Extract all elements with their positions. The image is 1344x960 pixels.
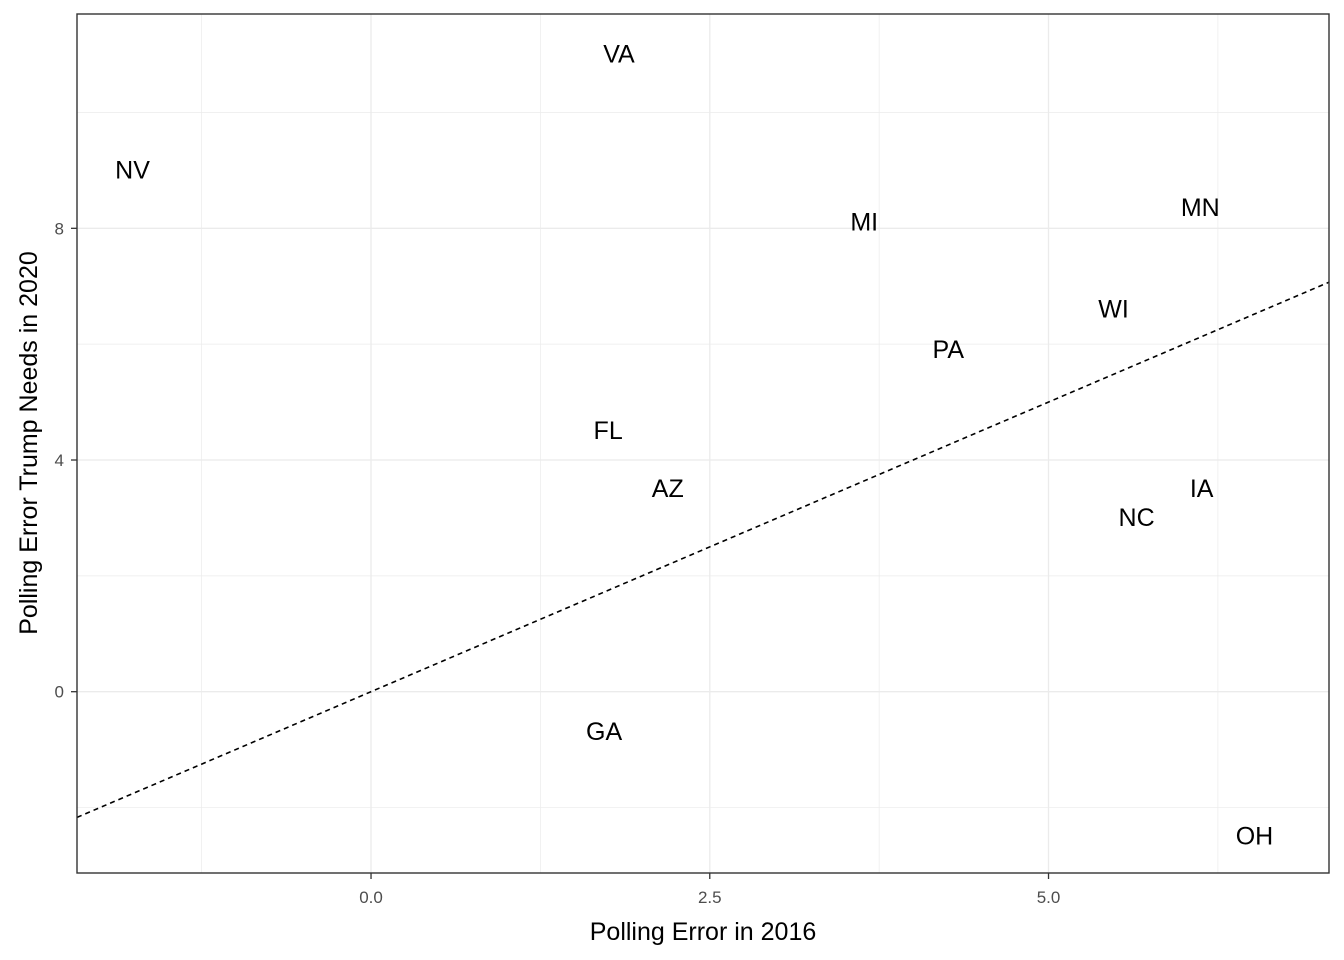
y-tick-label: 0 — [55, 683, 64, 702]
point-label-oh: OH — [1236, 823, 1274, 851]
plot-panel-border — [76, 13, 1330, 874]
x-tick-label: 2.5 — [698, 888, 722, 907]
point-label-va: VA — [603, 41, 635, 69]
point-label-az: AZ — [652, 475, 684, 503]
point-label-nv: NV — [115, 156, 150, 184]
plot-panel-background — [77, 14, 1329, 873]
point-label-nc: NC — [1119, 504, 1155, 532]
point-label-pa: PA — [933, 336, 965, 364]
y-tick-label: 8 — [55, 219, 64, 238]
y-tick-label: 4 — [55, 451, 64, 470]
major-gridlines — [77, 14, 1329, 873]
point-label-mn: MN — [1181, 194, 1220, 222]
reference-line — [76, 281, 1330, 819]
y-axis-title: Polling Error Trump Needs in 2020 — [15, 251, 43, 635]
state-labels: VA NV MI MN WI PA FL AZ IA NC GA OH — [115, 41, 1273, 851]
point-label-fl: FL — [594, 417, 623, 445]
minor-gridlines — [77, 14, 1329, 873]
x-tick-label: 5.0 — [1037, 888, 1061, 907]
x-axis-title: Polling Error in 2016 — [590, 918, 817, 946]
point-label-wi: WI — [1098, 295, 1129, 323]
x-tick-label: 0.0 — [359, 888, 383, 907]
point-label-ia: IA — [1190, 475, 1214, 503]
point-label-ga: GA — [586, 718, 622, 746]
point-label-mi: MI — [850, 209, 878, 237]
axis-ticks: 0.0 2.5 5.0 0 4 8 — [55, 219, 1061, 907]
